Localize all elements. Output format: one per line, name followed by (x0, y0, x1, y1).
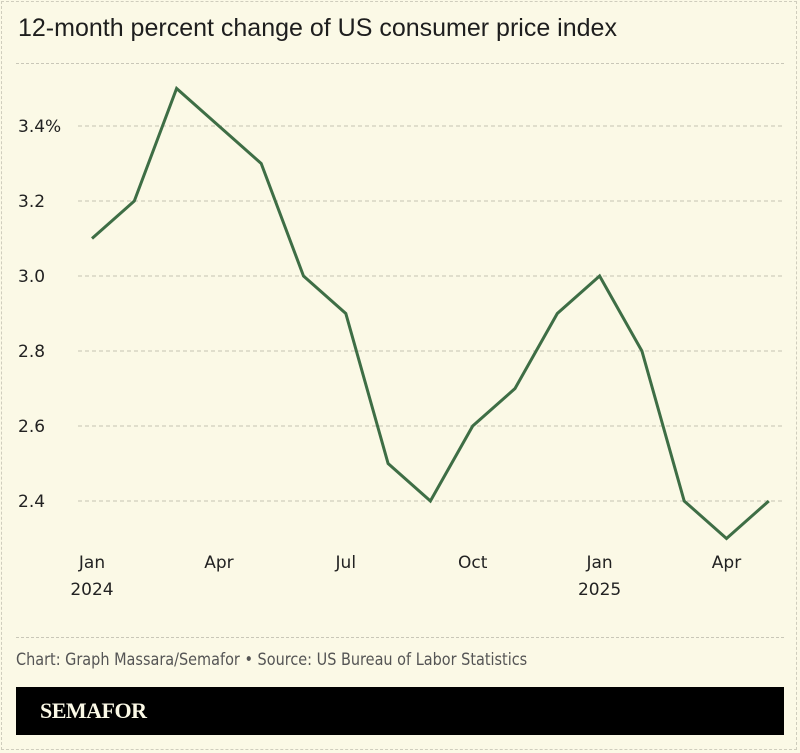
y-tick-label: 2.6 (18, 417, 45, 437)
title-divider (16, 63, 784, 64)
y-tick-label: 3.2 (18, 192, 45, 212)
x-tick-label: Jul (335, 553, 357, 573)
x-tick-label: Jan (585, 553, 612, 573)
line-chart: 3.4% 3.2 3.0 2.8 2.6 2.4 Jan 2024 Apr Jul Oct Jan 20… (18, 85, 784, 600)
cpi-line (91, 85, 770, 541)
y-tick-label: 3.4% (18, 117, 61, 137)
x-tick-year: 2024 (70, 580, 113, 600)
chart-credit: Chart: Graph Massara/Semafor • Source: U… (16, 650, 528, 670)
footer-divider (16, 637, 784, 638)
y-tick-label: 2.8 (18, 342, 45, 362)
x-tick-label: Apr (712, 553, 741, 573)
chart-title: 12-month percent change of US consumer p… (18, 14, 617, 42)
x-tick-label: Jan (78, 553, 105, 573)
x-tick-label: Oct (458, 553, 488, 573)
semafor-logo: SEMAFOR (40, 698, 147, 723)
x-tick-year: 2025 (578, 580, 621, 600)
x-tick-label: Apr (204, 553, 233, 573)
brand-bar: SEMAFOR (16, 687, 784, 735)
y-tick-label: 2.4 (18, 492, 45, 512)
y-tick-label: 3.0 (18, 267, 45, 287)
